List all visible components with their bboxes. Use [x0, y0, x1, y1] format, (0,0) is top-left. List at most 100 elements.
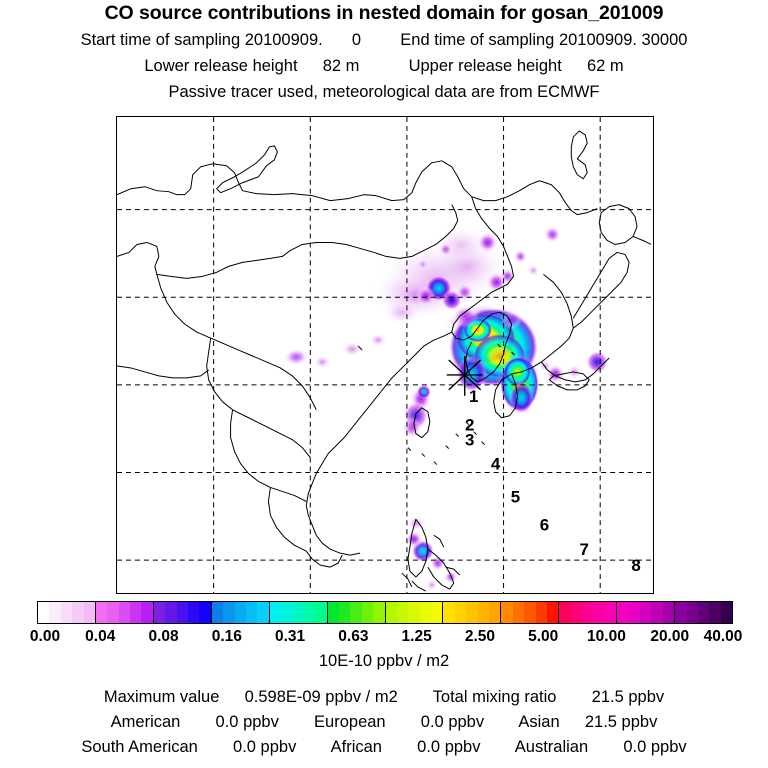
colorbar-tick: 40.00 [703, 628, 743, 645]
end-date-value: 20100909. 30000 [558, 31, 688, 49]
colorbar-segment [38, 602, 96, 623]
colorbar-step [512, 602, 525, 623]
trajectory-label: 4 [491, 455, 501, 474]
colorbar-step [408, 602, 420, 623]
colorbar-step [477, 602, 490, 623]
colorbar-step [593, 602, 605, 623]
map-canvas: 1 2 3 4 5 6 7 8 [117, 117, 653, 593]
colorbar-step [153, 602, 166, 623]
colorbar-step [38, 602, 50, 623]
colorbar-segment [675, 602, 733, 623]
colorbar-segment [327, 602, 386, 623]
start-time-label: Start time of sampling [80, 31, 241, 49]
colorbar-segment [269, 602, 328, 623]
colorbar-step [686, 602, 698, 623]
colorbar-tick: 20.00 [650, 628, 690, 645]
map-panel[interactable]: 1 2 3 4 5 6 7 8 [116, 116, 654, 594]
trajectory-label: 6 [540, 515, 549, 534]
trajectory-label: 2 [465, 416, 474, 435]
release-site-marker[interactable] [446, 355, 483, 396]
colorbar-tick: 10.00 [587, 628, 626, 645]
colorbar [37, 601, 733, 624]
colorbar-step [257, 602, 269, 623]
colorbar-step [720, 602, 733, 623]
colorbar-step [466, 602, 478, 623]
colorbar-step [188, 602, 200, 623]
colorbar-step [675, 602, 687, 623]
colorbar-tick: 0.04 [85, 628, 116, 645]
colorbar-segment [443, 602, 502, 623]
region-value-south-american: 0.0 ppbv [233, 738, 297, 756]
summary-line-regions-1: American 0.0 ppbv European 0.0 ppbv Asia… [0, 713, 768, 732]
lower-release-value: 82 m [322, 57, 360, 75]
colorbar-tick-labels: 0.00 0.04 0.08 0.16 0.31 0.63 1.25 2.50 5.00 10.0… [0, 628, 768, 650]
colorbar-step [546, 602, 559, 623]
colorbar-step [199, 602, 211, 623]
coastline-layer [117, 130, 652, 592]
trajectory-label: 1 [469, 387, 478, 406]
tracer-note: Passive tracer used, meteorological data… [168, 83, 600, 101]
region-label-south-american: South American [81, 738, 198, 756]
page-title: CO source contributions in nested domain… [104, 2, 664, 24]
region-value-european: 0.0 ppbv [420, 713, 485, 731]
colorbar-step [339, 602, 351, 623]
colorbar-step [60, 602, 73, 623]
colorbar-step [83, 602, 95, 623]
colorbar-step [651, 602, 663, 623]
colorbar-step [697, 602, 710, 623]
colorbar-step [628, 602, 640, 623]
colorbar-step [245, 602, 258, 623]
colorbar-step [315, 602, 327, 623]
region-label-australian: Australian [514, 738, 589, 756]
region-label-american: American [110, 713, 181, 731]
colorbar-step [130, 602, 142, 623]
region-value-australian: 0.0 ppbv [623, 738, 687, 756]
colorbar-unit-label: 10E-10 ppbv / m2 [318, 652, 450, 670]
colorbar-step [95, 602, 108, 623]
colorbar-step [118, 602, 131, 623]
trajectory-label: 3 [465, 431, 474, 450]
colorbar-step [234, 602, 246, 623]
colorbar-segment [385, 602, 444, 623]
trajectory-label: 5 [511, 487, 520, 506]
map-svg: 1 2 3 4 5 6 7 8 [117, 117, 653, 593]
trajectory-label: 8 [631, 556, 640, 575]
colorbar-step [223, 602, 235, 623]
start-date-value: 20100909. [244, 31, 323, 49]
colorbar-segment [153, 602, 212, 623]
max-value-label: Maximum value [103, 688, 220, 706]
trajectory-label-group: 1 2 3 4 5 6 7 8 [465, 387, 641, 575]
trajectory-label: 7 [580, 540, 589, 559]
colorbar-step [269, 602, 282, 623]
colorbar-step [49, 602, 61, 623]
colorbar-tick: 0.16 [211, 628, 242, 645]
summary-line-max: Maximum value 0.598E-09 ppbv / m2 Total … [0, 688, 768, 707]
colorbar-step [292, 602, 304, 623]
region-label-european: European [314, 713, 386, 731]
total-mixing-label: Total mixing ratio [432, 688, 557, 706]
colorbar-step [72, 602, 84, 623]
region-label-african: African [330, 738, 382, 756]
colorbar-step [141, 602, 153, 623]
colorbar-step [303, 602, 316, 623]
colorbar-tick: 1.25 [401, 628, 432, 645]
colorbar-step [617, 602, 629, 623]
colorbar-segment [211, 602, 270, 623]
region-value-asian: 21.5 ppbv [584, 713, 658, 731]
colorbar-step [640, 602, 652, 623]
colorbar-segment [617, 602, 676, 623]
colorbar-tick: 2.50 [464, 628, 495, 645]
sampling-time-line: Start time of sampling 20100909. 0 End t… [0, 31, 768, 50]
colorbar-step [501, 602, 513, 623]
colorbar-tick: 0.31 [274, 628, 306, 645]
colorbar-tick: 5.00 [528, 628, 559, 645]
start-time-value: 0 [351, 31, 362, 49]
summary-line-regions-2: South American 0.0 ppbv African 0.0 ppbv… [0, 738, 768, 757]
colorbar-tick: 0.00 [29, 628, 61, 645]
colorbar-step [396, 602, 409, 623]
colorbar-step [176, 602, 189, 623]
colorbar-step [604, 602, 617, 623]
colorbar-step [489, 602, 501, 623]
colorbar-step [535, 602, 547, 623]
